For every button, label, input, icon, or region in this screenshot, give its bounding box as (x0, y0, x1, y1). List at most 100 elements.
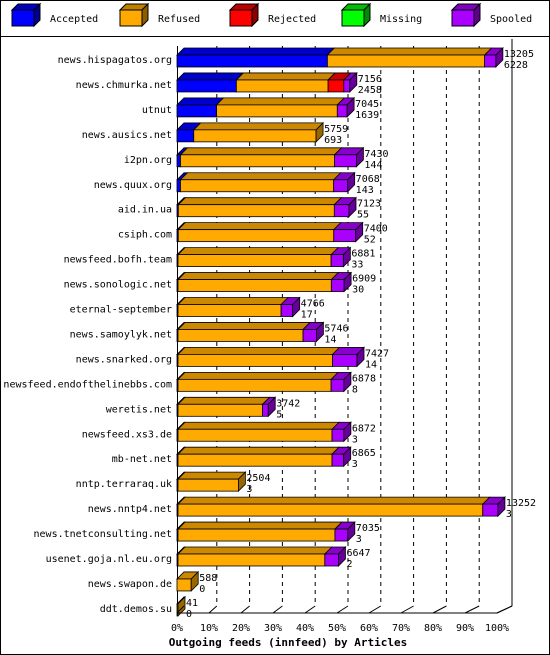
bar-segment-refused (235, 79, 329, 93)
bar-segment-refused (180, 154, 335, 168)
bar-segment-refused-top (215, 97, 346, 106)
bar-total-label: 6909 (352, 274, 376, 285)
bar-accepted-label: 2 (346, 559, 352, 570)
bar-side (347, 521, 356, 543)
bar-segment-refused (177, 553, 326, 567)
bar-total-label: 5746 (324, 323, 348, 334)
bars: 1320562287156245870451639575969374301447… (176, 47, 536, 620)
bar-segment-refused-top (326, 47, 493, 56)
bar-accepted-label: 6228 (504, 60, 528, 71)
bar-side (267, 396, 276, 418)
bar-total-label: 7068 (356, 174, 380, 185)
bar-segment-refused-top (179, 147, 343, 156)
category-label: mb-net.net (112, 454, 172, 465)
bar-total-label: 6647 (346, 548, 370, 559)
bar-total-label: 13252 (506, 498, 536, 509)
bar-total-label: 7430 (364, 149, 388, 160)
x-tick-label: 30% (264, 623, 282, 634)
bar-segment-refused-top (177, 272, 340, 280)
bar-total-label: 6872 (352, 423, 376, 434)
bar-segment-refused-top (177, 322, 312, 330)
bar-segment-spooled (343, 79, 351, 93)
bar-side (497, 496, 506, 518)
bar-side (237, 471, 246, 493)
legend-item-rejected: Rejected (228, 2, 316, 28)
x-tick-mark (240, 605, 250, 614)
bar-segment-refused (177, 378, 332, 392)
legend-swatch (229, 9, 253, 27)
bar-segment-spooled (331, 453, 345, 467)
bar-total-label: 6881 (351, 249, 375, 260)
bar-side (347, 171, 356, 193)
bar-segment-spooled (280, 304, 294, 317)
bar-segment-refused-top (177, 297, 290, 305)
bar-side (349, 71, 358, 93)
bar-side (343, 271, 352, 293)
bar-segment-spooled (334, 154, 357, 168)
category-label: news.sonologic.net (64, 280, 172, 291)
category-label: news.nntp4.net (88, 504, 172, 515)
x-tick-mark (336, 605, 349, 614)
bar-side (343, 446, 352, 468)
bar-total-label: 7156 (358, 74, 382, 85)
bar-segment-refused-top (192, 122, 325, 131)
x-tick-label: 70% (392, 623, 410, 634)
bar-total-label: 7400 (364, 224, 388, 235)
x-tick-label: 80% (424, 623, 442, 634)
category-label: aid.in.ua (118, 205, 172, 216)
bar-side (348, 196, 357, 218)
x-tick-label: 100% (485, 623, 509, 634)
bar-segment-spooled (330, 279, 345, 292)
bar-segment-refused (193, 129, 317, 143)
bar-segment-refused-top (235, 72, 337, 81)
category-label: eternal-september (70, 305, 172, 316)
x-tick-label: 10% (200, 623, 218, 634)
bar-segment-refused (177, 478, 239, 492)
bar-side (338, 546, 346, 567)
bar-side (346, 96, 355, 118)
x-tick-mark (400, 605, 414, 614)
legend-label: Missing (380, 14, 422, 25)
x-tick-label: 20% (232, 623, 250, 634)
legend-label: Spooled (490, 14, 532, 25)
legend: Accepted Refused Rejected Missing Spooled (10, 2, 532, 28)
bar-segment-refused (177, 503, 484, 517)
bar-accepted-label: 0 (199, 584, 205, 595)
bar-segment-spooled (333, 179, 349, 193)
category-label: news.snarked.org (76, 354, 172, 365)
x-tick-label: 90% (456, 623, 474, 634)
x-tick-mark (304, 605, 316, 614)
bar-segment-spooled (262, 403, 269, 417)
bar-total-label: 7427 (365, 348, 389, 359)
bar-accepted-label: 693 (324, 135, 342, 146)
bar-segment-accepted (176, 79, 237, 93)
category-label: news.swapon.de (88, 579, 172, 590)
bar-total-label: 2504 (246, 473, 270, 484)
bar-segment-refused (177, 329, 304, 342)
legend-item-missing: Missing (340, 2, 422, 28)
x-tick-mark (272, 605, 283, 614)
bar-total-label: 6865 (352, 448, 376, 459)
bar-side (343, 421, 352, 443)
category-label: usenet.goja.nl.eu.org (46, 554, 172, 565)
bar-total-label: 5759 (324, 124, 348, 135)
bar-side (315, 121, 324, 143)
bar-side (355, 221, 364, 243)
bar-total-label: 6878 (352, 373, 376, 384)
category-label: ddt.demos.su (100, 604, 172, 615)
bar-accepted-label: 30 (352, 285, 364, 296)
x-tick-label: 50% (328, 623, 346, 634)
category-label: csiph.com (118, 230, 172, 241)
